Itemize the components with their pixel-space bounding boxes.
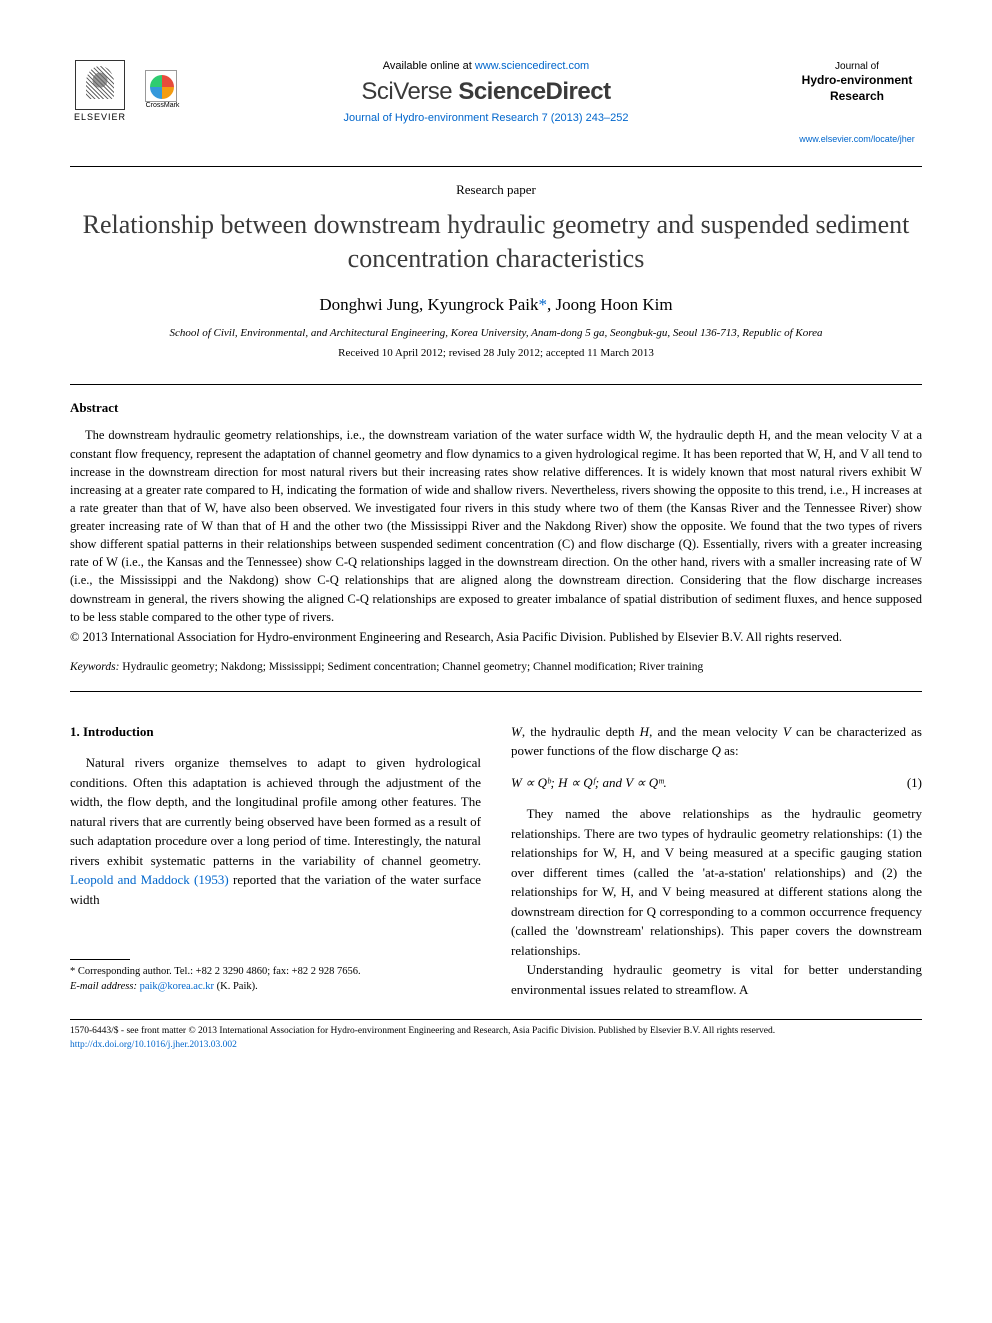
p1a: Natural rivers organize themselves to ad… xyxy=(70,755,481,868)
header-center: Available online at www.sciencedirect.co… xyxy=(180,60,792,124)
email-label: E-mail address: xyxy=(70,981,140,992)
journal-bold1: Hydro-environment xyxy=(792,73,922,89)
col2-p2: They named the above relationships as th… xyxy=(511,804,922,960)
footer: 1570-6443/$ - see front matter © 2013 In… xyxy=(70,1025,922,1052)
header-right: Journal of Hydro-environment Research ww… xyxy=(792,60,922,146)
paper-type: Research paper xyxy=(70,182,922,198)
authors: Donghwi Jung, Kyungrock Paik*, Joong Hoo… xyxy=(70,295,922,315)
email-link[interactable]: paik@korea.ac.kr xyxy=(140,981,214,992)
email-who: (K. Paik). xyxy=(214,981,258,992)
header: ELSEVIER CrossMark Available online at w… xyxy=(70,60,922,146)
crossmark-badge[interactable]: CrossMark xyxy=(145,70,180,115)
column-right: W, the hydraulic depth H, and the mean v… xyxy=(511,722,922,1000)
elsevier-tree-icon xyxy=(75,60,125,110)
keywords-text: Hydraulic geometry; Nakdong; Mississippi… xyxy=(119,661,703,673)
divider xyxy=(70,166,922,167)
footer-line1: 1570-6443/$ - see front matter © 2013 In… xyxy=(70,1025,922,1038)
crossmark-label: CrossMark xyxy=(145,102,180,109)
available-online: Available online at www.sciencedirect.co… xyxy=(200,60,772,72)
column-left: 1. Introduction Natural rivers organize … xyxy=(70,722,481,1000)
footer-divider xyxy=(70,1019,922,1020)
sciverse-text: SciVerse xyxy=(361,78,458,105)
journal-url[interactable]: www.elsevier.com/locate/jher xyxy=(792,134,922,146)
section-1-heading: 1. Introduction xyxy=(70,722,481,742)
dates: Received 10 April 2012; revised 28 July … xyxy=(70,347,922,359)
keywords-label: Keywords: xyxy=(70,661,119,673)
col2-p3: Understanding hydraulic geometry is vita… xyxy=(511,960,922,999)
citation-line[interactable]: Journal of Hydro-environment Research 7 … xyxy=(200,112,772,124)
copyright: © 2013 International Association for Hyd… xyxy=(70,628,922,646)
ref-leopold[interactable]: Leopold and Maddock (1953) xyxy=(70,872,229,887)
elsevier-logo: ELSEVIER xyxy=(70,60,130,130)
footnote-corr: * Corresponding author. Tel.: +82 2 3290… xyxy=(70,965,481,980)
divider xyxy=(70,384,922,385)
abstract-text: The downstream hydraulic geometry relati… xyxy=(70,426,922,625)
intro-para-1: Natural rivers organize themselves to ad… xyxy=(70,753,481,909)
journal-cover: Journal of Hydro-environment Research ww… xyxy=(792,60,922,146)
journal-small: Journal of xyxy=(792,60,922,73)
doi-link[interactable]: http://dx.doi.org/10.1016/j.jher.2013.03… xyxy=(70,1039,922,1052)
available-prefix: Available online at xyxy=(383,60,475,72)
abstract-heading: Abstract xyxy=(70,400,922,416)
col2-p1: W, the hydraulic depth H, and the mean v… xyxy=(511,722,922,761)
equation-1: W ∝ Qᵇ; H ∝ Qᶠ; and V ∝ Qᵐ. (1) xyxy=(511,773,922,793)
journal-bold2: Research xyxy=(792,89,922,105)
authors-pre: Donghwi Jung, Kyungrock Paik xyxy=(319,295,538,314)
corresponding-mark[interactable]: * xyxy=(538,295,547,314)
sciencedirect-text: ScienceDirect xyxy=(458,78,610,105)
sciencedirect-banner: SciVerse ScienceDirect xyxy=(200,78,772,106)
paper-page: ELSEVIER CrossMark Available online at w… xyxy=(0,0,992,1092)
body-columns: 1. Introduction Natural rivers organize … xyxy=(70,722,922,1000)
crossmark-icon xyxy=(145,70,177,102)
authors-post: , Joong Hoon Kim xyxy=(547,295,673,314)
footnote: * Corresponding author. Tel.: +82 2 3290… xyxy=(70,965,481,994)
sciencedirect-url[interactable]: www.sciencedirect.com xyxy=(475,60,589,72)
elsevier-label: ELSEVIER xyxy=(74,112,126,122)
header-left: ELSEVIER CrossMark xyxy=(70,60,180,130)
equation-number: (1) xyxy=(907,773,922,793)
affiliation: School of Civil, Environmental, and Arch… xyxy=(70,327,922,339)
footnote-email-line: E-mail address: paik@korea.ac.kr (K. Pai… xyxy=(70,980,481,995)
paper-title: Relationship between downstream hydrauli… xyxy=(70,208,922,276)
footnote-divider xyxy=(70,959,130,960)
equation-text: W ∝ Qᵇ; H ∝ Qᶠ; and V ∝ Qᵐ. xyxy=(511,773,667,793)
keywords: Keywords: Hydraulic geometry; Nakdong; M… xyxy=(70,661,922,673)
divider xyxy=(70,691,922,692)
